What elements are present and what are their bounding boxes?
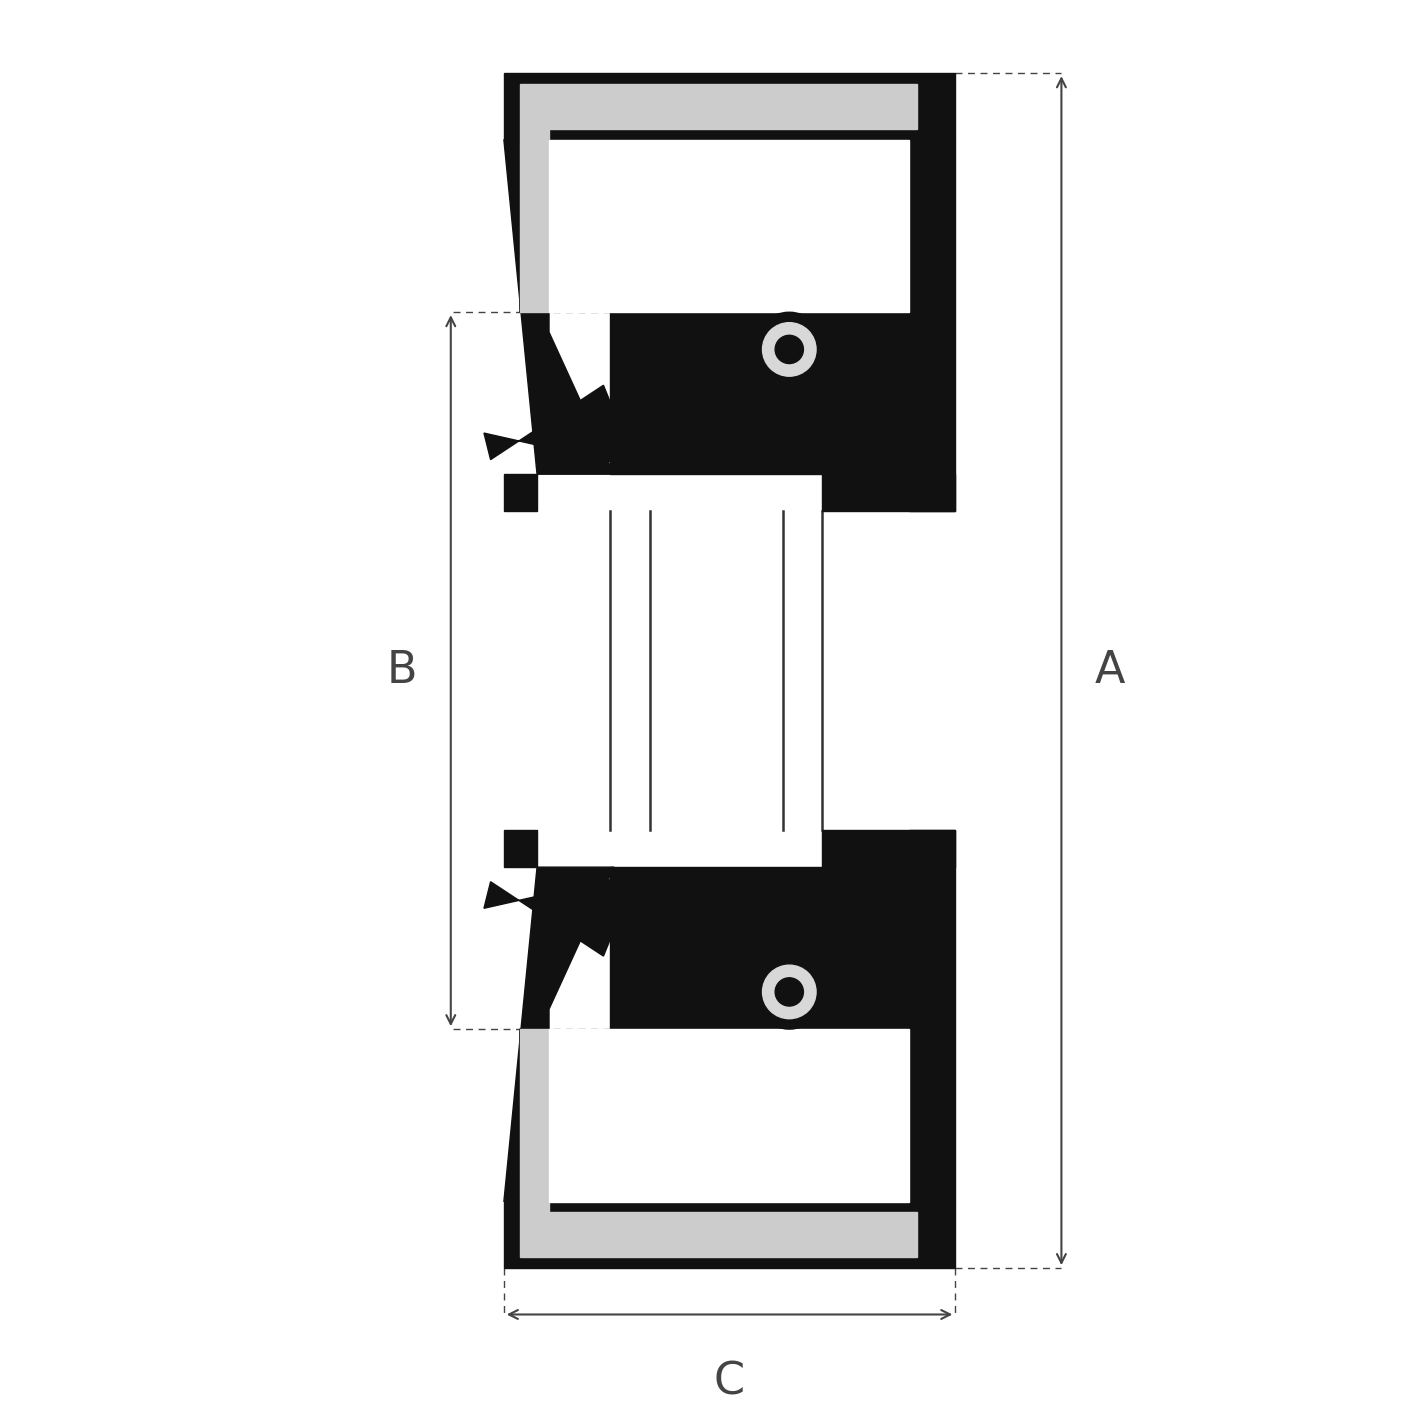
Polygon shape [484, 873, 637, 956]
Circle shape [752, 312, 827, 387]
Polygon shape [503, 830, 537, 868]
Polygon shape [548, 139, 908, 312]
Polygon shape [520, 84, 917, 129]
Polygon shape [520, 129, 548, 312]
Polygon shape [520, 1029, 548, 1212]
Polygon shape [503, 474, 537, 512]
Polygon shape [503, 1202, 955, 1268]
Polygon shape [823, 868, 908, 1202]
Circle shape [752, 955, 827, 1029]
Text: C: C [714, 1361, 745, 1405]
Circle shape [762, 965, 815, 1019]
Polygon shape [548, 1029, 908, 1202]
Polygon shape [823, 474, 955, 512]
Circle shape [775, 977, 803, 1007]
Text: B: B [387, 650, 418, 692]
Polygon shape [520, 1212, 917, 1257]
Polygon shape [610, 312, 823, 474]
Polygon shape [503, 139, 614, 474]
Polygon shape [823, 139, 908, 474]
Polygon shape [503, 73, 955, 139]
Polygon shape [908, 830, 955, 1202]
Polygon shape [823, 830, 955, 868]
Text: A: A [1095, 650, 1125, 692]
Polygon shape [503, 868, 614, 1202]
Polygon shape [610, 868, 823, 1029]
Polygon shape [484, 385, 637, 468]
Polygon shape [908, 139, 955, 512]
Circle shape [762, 322, 815, 377]
Circle shape [775, 335, 803, 364]
